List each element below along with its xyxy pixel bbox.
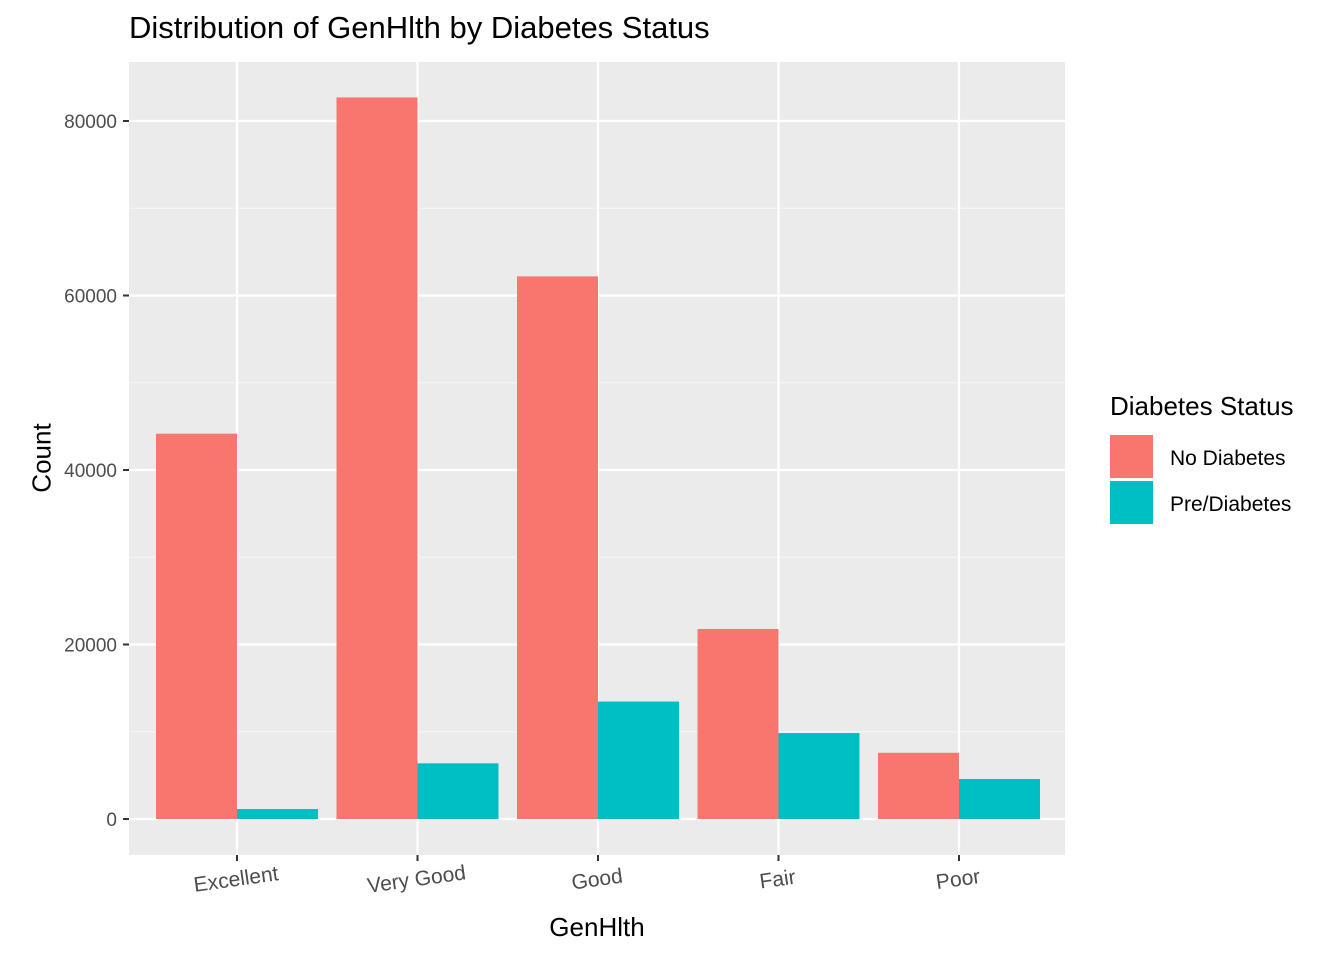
legend-key-no-diabetes (1110, 435, 1153, 478)
y-tick-label: 20000 (64, 636, 117, 657)
bar-pre-diabetes-good (598, 701, 679, 819)
legend-label-no-diabetes: No Diabetes (1170, 447, 1286, 470)
x-tick-label: Very Good (366, 861, 467, 898)
legend-key-pre-diabetes (1110, 481, 1153, 524)
bar-pre-diabetes-very-good (417, 763, 499, 819)
bar-layer (156, 97, 1040, 820)
bar-no-diabetes-poor (878, 752, 959, 819)
y-tick-label: 0 (106, 810, 117, 831)
x-tick-label: Fair (758, 866, 797, 894)
bar-pre-diabetes-poor (959, 779, 1040, 819)
bar-pre-diabetes-excellent (237, 809, 318, 819)
chart-title: Distribution of GenHlth by Diabetes Stat… (129, 10, 710, 45)
y-tick-label: 60000 (64, 287, 117, 308)
y-axis-title: Count (26, 423, 57, 493)
y-tick-label: 40000 (64, 461, 117, 482)
bar-pre-diabetes-fair (778, 733, 860, 819)
x-axis-title: GenHlth (549, 912, 645, 942)
x-tick-label: Excellent (192, 862, 280, 897)
bar-no-diabetes-good (517, 276, 598, 820)
bar-no-diabetes-excellent (156, 433, 237, 819)
legend-title: Diabetes Status (1110, 391, 1294, 421)
legend-label-pre-diabetes: Pre/Diabetes (1170, 493, 1292, 516)
x-tick-label: Good (570, 865, 624, 895)
y-tick-label: 80000 (64, 112, 117, 133)
bar-no-diabetes-very-good (336, 97, 418, 819)
bar-no-diabetes-fair (697, 628, 779, 819)
x-tick-label: Poor (935, 865, 982, 894)
